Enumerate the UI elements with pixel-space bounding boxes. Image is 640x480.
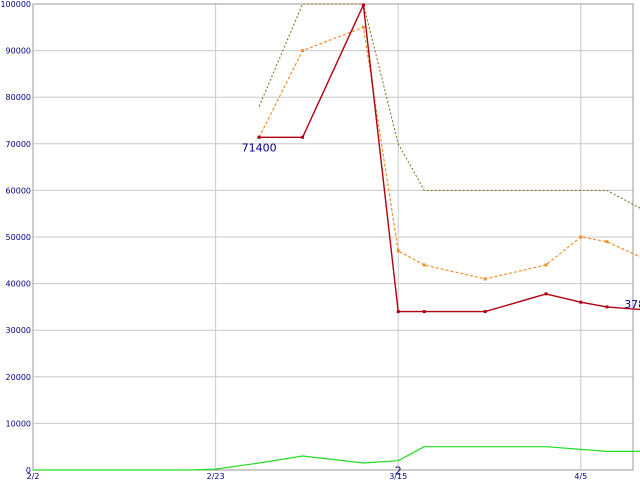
point-marker-price (579, 300, 583, 304)
y-tick-label: 90000 (6, 47, 31, 56)
data-label-price: 71400 (242, 141, 277, 154)
point-marker-average (579, 235, 583, 239)
series-markers (257, 3, 609, 314)
point-marker-price (361, 3, 365, 7)
x-tick-label: 4/5 (574, 472, 587, 480)
point-marker-average (301, 49, 305, 53)
y-tick-label: 70000 (6, 140, 31, 149)
y-tick-label: 50000 (6, 233, 31, 242)
series-lines (33, 3, 640, 471)
point-marker-price (605, 305, 609, 309)
x-tick-label: 3/15 (389, 472, 407, 480)
y-tick-label: 10000 (6, 419, 31, 428)
point-marker-price (544, 292, 548, 296)
y-tick-label: 30000 (6, 326, 31, 335)
grid (32, 3, 633, 471)
y-tick-label: 60000 (6, 186, 31, 195)
point-marker-average (422, 263, 426, 267)
point-marker-average (544, 263, 548, 267)
point-marker-average (483, 277, 487, 281)
point-marker-price (422, 310, 426, 314)
data-label-price: 99800 (346, 0, 381, 3)
point-marker-average (605, 240, 609, 244)
y-tick-label: 0 (26, 466, 31, 475)
point-marker-average (361, 25, 365, 29)
series-line-count (33, 446, 640, 471)
point-marker-average (396, 249, 400, 253)
x-tick-label: 2/2 (27, 472, 40, 480)
y-tick-label: 100000 (0, 0, 31, 9)
point-marker-price (396, 310, 400, 314)
series-line-price (259, 4, 640, 313)
point-marker-price (483, 310, 487, 314)
point-marker-price (257, 135, 261, 139)
series-line-average (258, 26, 640, 280)
point-marker-price (301, 135, 305, 139)
x-tick-label: 2/23 (207, 472, 225, 480)
series-line-high (258, 3, 640, 209)
y-tick-label: 20000 (6, 373, 31, 382)
y-tick-label: 80000 (6, 93, 31, 102)
data-label-count: 2 (395, 465, 402, 478)
data-labels: 9980071400378003180025980219802280016800… (242, 0, 640, 478)
y-tick-label: 40000 (6, 280, 31, 289)
data-label-price: 37800 (624, 298, 640, 311)
